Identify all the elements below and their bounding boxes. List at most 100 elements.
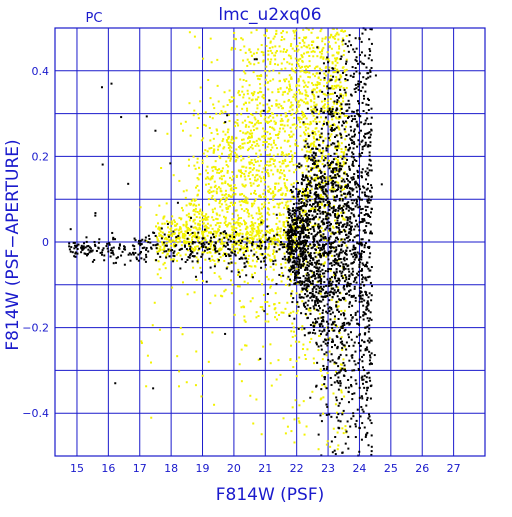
- black-point: [294, 222, 296, 224]
- black-point: [346, 109, 348, 111]
- yellow-point: [259, 102, 261, 104]
- black-point: [358, 324, 360, 326]
- black-point: [314, 179, 316, 181]
- yellow-point: [222, 140, 224, 142]
- yellow-point: [296, 303, 298, 305]
- yellow-point: [299, 58, 301, 60]
- black-point: [328, 299, 330, 301]
- yellow-point: [242, 59, 244, 61]
- black-point: [305, 313, 307, 315]
- black-point: [353, 295, 355, 297]
- yellow-point: [316, 55, 318, 57]
- yellow-point: [264, 118, 266, 120]
- black-point: [155, 244, 157, 246]
- yellow-point: [223, 106, 225, 108]
- yellow-point: [328, 41, 330, 43]
- black-point: [361, 199, 363, 201]
- yellow-point: [216, 212, 218, 214]
- black-point: [317, 310, 319, 312]
- yellow-point: [180, 227, 182, 229]
- yellow-point: [185, 197, 187, 199]
- black-point: [307, 248, 309, 250]
- yellow-point: [276, 217, 278, 219]
- yellow-point: [319, 121, 321, 123]
- yellow-point: [186, 189, 188, 191]
- yellow-point: [283, 48, 285, 50]
- black-point: [338, 79, 340, 81]
- yellow-point: [272, 78, 274, 80]
- black-point: [347, 222, 349, 224]
- yellow-point: [221, 170, 223, 172]
- yellow-point: [237, 274, 239, 276]
- black-point: [357, 409, 359, 411]
- yellow-point: [160, 277, 162, 279]
- black-point: [351, 212, 353, 214]
- yellow-point: [282, 128, 284, 130]
- black-point: [314, 332, 316, 334]
- black-point: [354, 288, 356, 290]
- black-point: [312, 148, 314, 150]
- yellow-point: [269, 126, 271, 128]
- yellow-point: [268, 143, 270, 145]
- yellow-point: [298, 119, 300, 121]
- black-point: [349, 168, 351, 170]
- black-point: [313, 211, 315, 213]
- yellow-point: [247, 201, 249, 203]
- black-point: [337, 427, 339, 429]
- yellow-point: [213, 190, 215, 192]
- black-point: [367, 246, 369, 248]
- black-point: [340, 191, 342, 193]
- black-point: [327, 270, 329, 272]
- black-point: [360, 61, 362, 63]
- yellow-point: [258, 213, 260, 215]
- black-point: [278, 274, 280, 276]
- black-point: [356, 319, 358, 321]
- black-point: [350, 418, 352, 420]
- yellow-point: [255, 316, 257, 318]
- yellow-point: [242, 96, 244, 98]
- black-point: [333, 167, 335, 169]
- yellow-point: [209, 260, 211, 262]
- yellow-point: [263, 135, 265, 137]
- yellow-point: [280, 87, 282, 89]
- yellow-point: [315, 121, 317, 123]
- black-point: [361, 192, 363, 194]
- black-point: [356, 223, 358, 225]
- black-point: [326, 195, 328, 197]
- black-point: [328, 113, 330, 115]
- black-point: [356, 146, 358, 148]
- yellow-point: [289, 359, 291, 361]
- black-point: [361, 281, 363, 283]
- yellow-point: [337, 159, 339, 161]
- yellow-point: [201, 231, 203, 233]
- black-point: [167, 249, 169, 251]
- yellow-point: [258, 210, 260, 212]
- black-point: [328, 217, 330, 219]
- black-point: [368, 320, 370, 322]
- yellow-point: [295, 399, 297, 401]
- black-point: [196, 252, 198, 254]
- yellow-point: [194, 200, 196, 202]
- black-point: [213, 236, 215, 238]
- yellow-point: [294, 335, 296, 337]
- yellow-point: [271, 52, 273, 54]
- yellow-point: [278, 107, 280, 109]
- yellow-point: [321, 158, 323, 160]
- yellow-point: [255, 111, 257, 113]
- yellow-point: [322, 38, 324, 40]
- yellow-point: [222, 131, 224, 133]
- yellow-point: [195, 187, 197, 189]
- black-point: [333, 264, 335, 266]
- black-point: [351, 354, 353, 356]
- yellow-point: [271, 127, 273, 129]
- yellow-point: [231, 47, 233, 49]
- yellow-point: [220, 110, 222, 112]
- yellow-point: [331, 118, 333, 120]
- black-point: [367, 397, 369, 399]
- yellow-point: [257, 96, 259, 98]
- black-point: [332, 312, 334, 314]
- black-point: [313, 228, 315, 230]
- yellow-point: [197, 245, 199, 247]
- black-point: [349, 216, 351, 218]
- yellow-point: [306, 348, 308, 350]
